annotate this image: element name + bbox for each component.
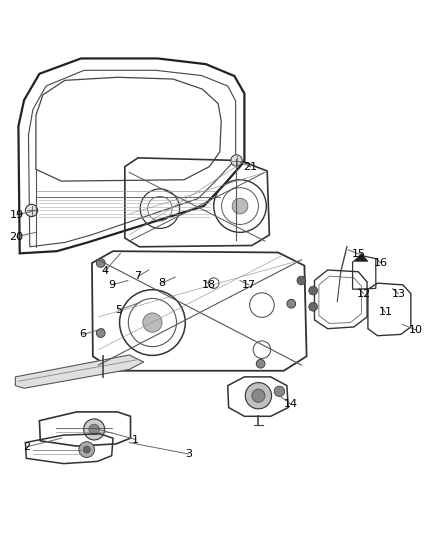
Circle shape <box>252 389 265 402</box>
Text: 11: 11 <box>378 308 392 318</box>
Text: 9: 9 <box>108 280 115 290</box>
Circle shape <box>84 419 105 440</box>
Circle shape <box>25 204 38 216</box>
Polygon shape <box>15 355 144 388</box>
Circle shape <box>274 386 285 397</box>
Text: 5: 5 <box>115 305 122 316</box>
Text: 10: 10 <box>409 325 423 335</box>
Circle shape <box>232 198 248 214</box>
Circle shape <box>309 286 318 295</box>
Text: 19: 19 <box>10 210 24 220</box>
Circle shape <box>96 329 105 337</box>
Circle shape <box>231 155 242 166</box>
Text: 17: 17 <box>242 280 256 290</box>
Circle shape <box>245 383 272 409</box>
Circle shape <box>297 276 306 285</box>
Circle shape <box>89 424 99 435</box>
Text: 2: 2 <box>23 442 30 452</box>
Text: 6: 6 <box>80 329 87 340</box>
Text: 21: 21 <box>244 161 258 172</box>
Text: 13: 13 <box>392 289 406 298</box>
Circle shape <box>143 313 162 332</box>
Text: 15: 15 <box>352 249 366 259</box>
Text: 8: 8 <box>159 278 166 288</box>
Circle shape <box>96 259 105 268</box>
Text: 3: 3 <box>185 449 192 459</box>
Text: 7: 7 <box>134 271 141 281</box>
Text: 16: 16 <box>374 258 388 268</box>
Circle shape <box>309 302 318 311</box>
Text: 1: 1 <box>132 434 139 445</box>
Text: 12: 12 <box>357 289 371 298</box>
Text: 18: 18 <box>202 280 216 290</box>
Text: 14: 14 <box>284 399 298 409</box>
Text: 4: 4 <box>102 266 109 276</box>
Circle shape <box>256 359 265 368</box>
Text: 20: 20 <box>10 232 24 242</box>
Circle shape <box>83 446 90 453</box>
Circle shape <box>79 442 95 457</box>
Polygon shape <box>355 253 368 261</box>
Circle shape <box>287 300 296 308</box>
